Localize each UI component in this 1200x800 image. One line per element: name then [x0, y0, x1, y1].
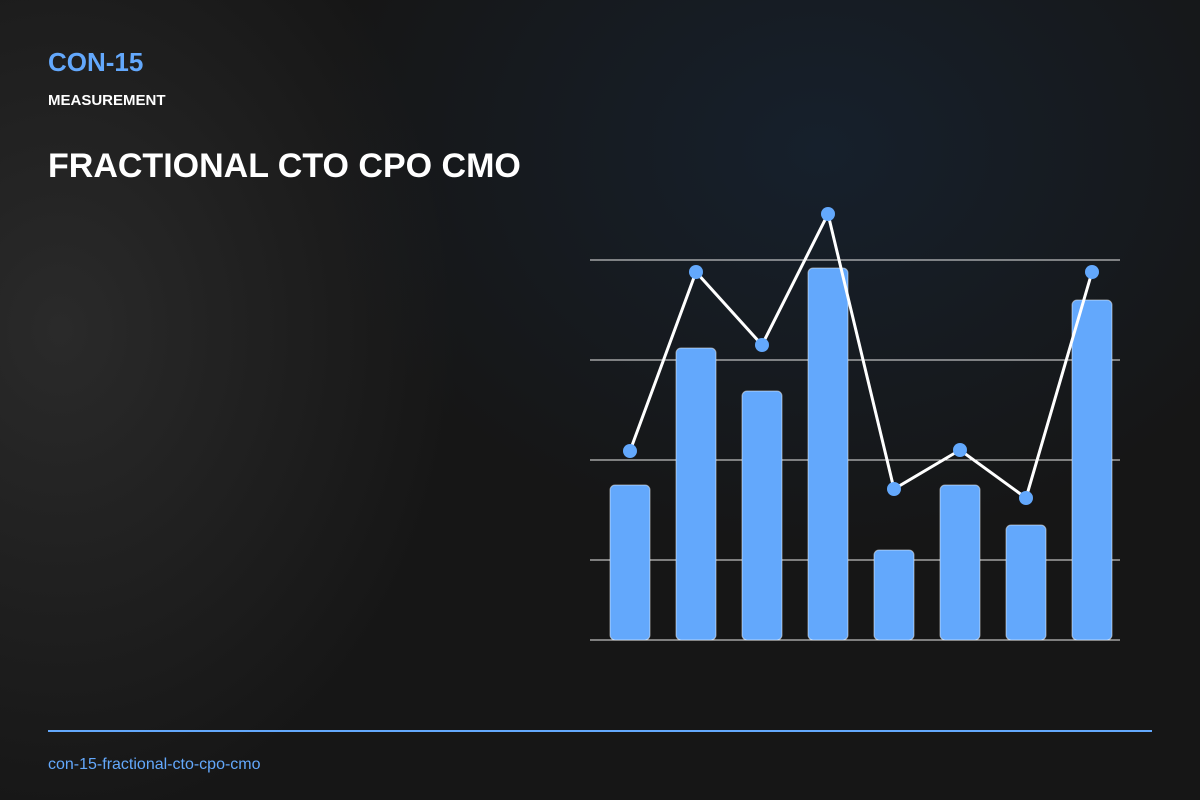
category: MEASUREMENT [48, 92, 166, 109]
line-point [821, 207, 835, 221]
code: CON-15 [48, 47, 143, 77]
line-point [689, 265, 703, 279]
bar [675, 347, 717, 641]
bar [939, 484, 981, 641]
chart [590, 207, 1120, 641]
title: FRACTIONAL CTO CPO CMO [48, 147, 521, 185]
line-point [953, 443, 967, 457]
line [628, 209, 1094, 501]
bar [1071, 299, 1113, 641]
line-point [1019, 491, 1033, 505]
bar [1005, 524, 1047, 641]
line-point [887, 482, 901, 496]
line-point [755, 338, 769, 352]
bar [609, 484, 651, 641]
footer-slug: con-15-fractional-cto-cpo-cmo [48, 756, 261, 773]
line-point [623, 444, 637, 458]
bar [873, 549, 915, 641]
bar [741, 390, 783, 641]
line-point [1085, 265, 1099, 279]
bar [807, 267, 849, 641]
